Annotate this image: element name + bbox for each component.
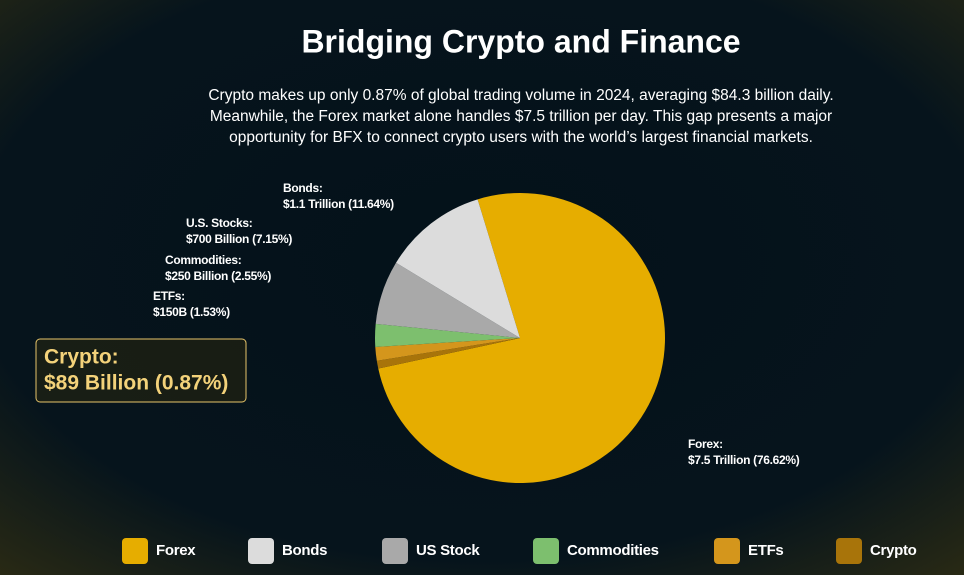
- slice-value-label: $89 Billion (0.87%): [44, 372, 228, 395]
- slice-label-name: Crypto:: [44, 346, 119, 369]
- legend-label: Crypto: [870, 542, 917, 559]
- pie-slice: [376, 338, 520, 369]
- slice-label-name: U.S. Stocks:: [186, 216, 252, 230]
- subtitle: opportunity for BFX to connect crypto us…: [229, 129, 813, 146]
- slice-label-name: Bonds:: [283, 181, 323, 195]
- subtitle: Crypto makes up only 0.87% of global tra…: [208, 87, 833, 104]
- pie-slice: [375, 338, 520, 361]
- pie-slice: [375, 323, 520, 347]
- chart-title: Bridging Crypto and Finance: [301, 23, 740, 59]
- legend-swatch: [248, 538, 274, 564]
- highlight-box: [35, 338, 247, 403]
- legend-swatch: [714, 538, 740, 564]
- pie-slice: [378, 193, 666, 483]
- legend-label: Commodities: [567, 542, 659, 559]
- legend-swatch: [533, 538, 559, 564]
- subtitle: Meanwhile, the Forex market alone handle…: [210, 108, 832, 125]
- slice-value-label: $7.5 Trillion (76.62%): [688, 453, 800, 467]
- legend-swatch: [122, 538, 148, 564]
- legend-swatch: [836, 538, 862, 564]
- pie-slice: [375, 262, 520, 338]
- slice-value-label: $1.1 Trillion (11.64%): [283, 197, 394, 211]
- legend-label: Forex: [156, 542, 196, 559]
- slice-label-name: Commodities:: [165, 253, 241, 267]
- slice-value-label: $250 Billion (2.55%): [165, 269, 271, 283]
- pie-slice: [396, 199, 520, 338]
- slice-value-label: $700 Billion (7.15%): [186, 232, 292, 246]
- slice-label-name: ETFs:: [153, 289, 185, 303]
- legend-label: Bonds: [282, 542, 327, 559]
- legend-swatch: [382, 538, 408, 564]
- legend-label: US Stock: [416, 542, 480, 559]
- legend-label: ETFs: [748, 542, 783, 559]
- slice-label-name: Forex:: [688, 437, 723, 451]
- slice-value-label: $150B (1.53%): [153, 305, 230, 319]
